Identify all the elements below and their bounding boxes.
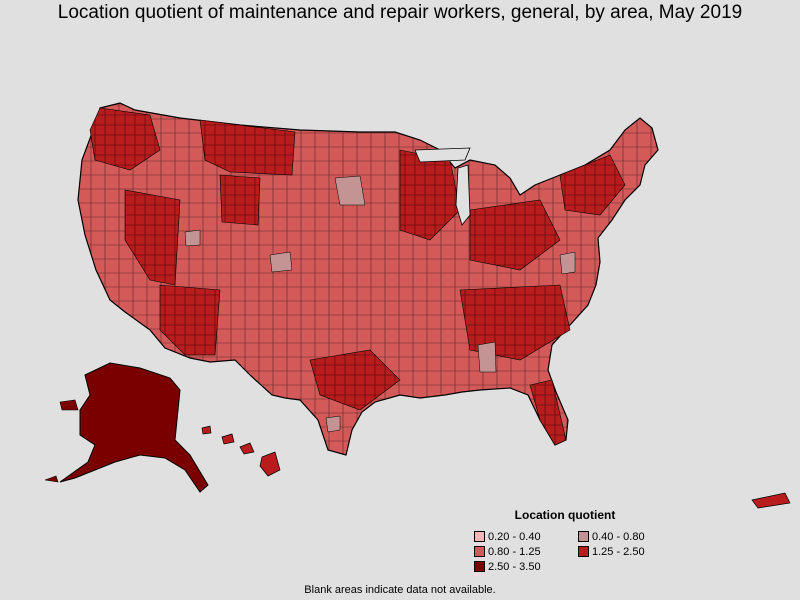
region-nevada bbox=[124, 189, 181, 286]
region-northwest bbox=[89, 107, 161, 171]
legend-label: 1.25 - 2.50 bbox=[592, 545, 645, 558]
lake-superior bbox=[414, 147, 471, 163]
region-florida bbox=[529, 379, 567, 446]
legend-item-4: 2.50 - 3.50 bbox=[474, 560, 578, 573]
region-texas-gulf bbox=[309, 349, 401, 411]
region-ohio-valley bbox=[469, 199, 561, 271]
region-light-gulf bbox=[325, 415, 341, 433]
legend-swatch bbox=[578, 546, 589, 557]
legend-item-2: 0.80 - 1.25 bbox=[474, 545, 578, 558]
region-wyoming bbox=[219, 174, 261, 226]
legend-swatch bbox=[474, 531, 485, 542]
legend-swatch bbox=[474, 561, 485, 572]
legend-label: 0.20 - 0.40 bbox=[488, 530, 541, 543]
legend-item-1: 0.40 - 0.80 bbox=[578, 530, 668, 543]
hawaii-islands bbox=[201, 425, 281, 477]
legend-title: Location quotient bbox=[514, 508, 616, 522]
region-light-northplains bbox=[334, 175, 366, 206]
legend: 0.20 - 0.40 0.40 - 0.80 0.80 - 1.25 1.25… bbox=[474, 530, 668, 573]
alaska-region bbox=[59, 362, 209, 493]
alaska-islands bbox=[44, 399, 79, 483]
footnote: Blank areas indicate data not available. bbox=[304, 584, 496, 596]
region-light-colorado bbox=[269, 251, 293, 273]
region-montana bbox=[199, 119, 296, 176]
region-light-utah bbox=[184, 229, 201, 247]
map-title: Location quotient of maintenance and rep… bbox=[57, 2, 743, 23]
region-light-southeast bbox=[477, 341, 497, 373]
region-arizona bbox=[159, 284, 221, 356]
region-northeast bbox=[559, 154, 626, 216]
legend-item-3: 1.25 - 2.50 bbox=[578, 545, 668, 558]
region-southeast bbox=[459, 284, 571, 361]
legend-swatch bbox=[578, 531, 589, 542]
legend-label: 2.50 - 3.50 bbox=[488, 560, 541, 573]
legend-item-0: 0.20 - 0.40 bbox=[474, 530, 578, 543]
puerto-rico bbox=[751, 492, 791, 509]
lake-michigan bbox=[455, 164, 471, 226]
legend-label: 0.80 - 1.25 bbox=[488, 545, 541, 558]
legend-swatch bbox=[474, 546, 485, 557]
legend-label: 0.40 - 0.80 bbox=[592, 530, 645, 543]
region-light-virginia bbox=[559, 251, 576, 275]
